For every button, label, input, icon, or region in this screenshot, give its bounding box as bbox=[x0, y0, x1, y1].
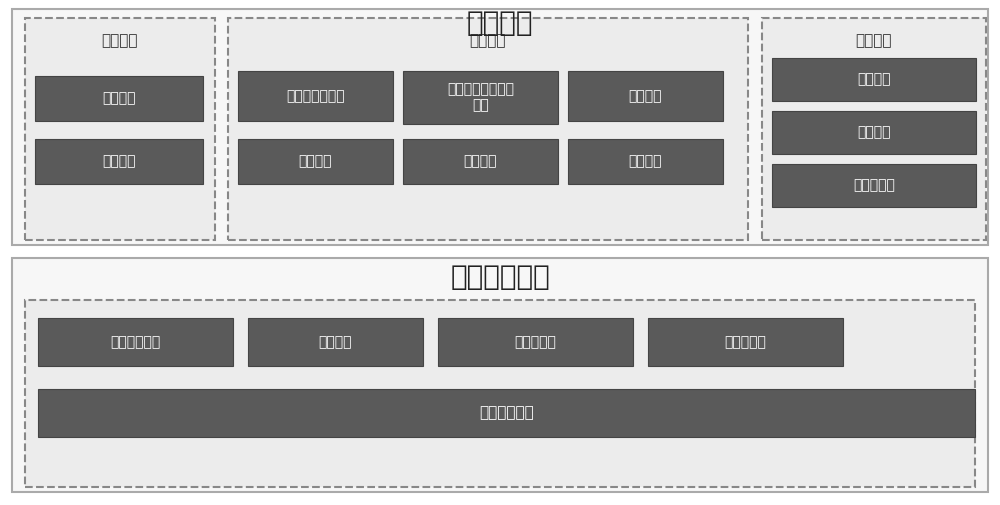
Text: 模型管理: 模型管理 bbox=[102, 91, 136, 106]
Text: 图形管理: 图形管理 bbox=[629, 155, 662, 169]
Bar bbox=[568, 71, 723, 121]
Text: 关系型数据库: 关系型数据库 bbox=[479, 406, 534, 420]
Text: 三相平衡四级优化
计算: 三相平衡四级优化 计算 bbox=[447, 82, 514, 112]
Bar bbox=[403, 139, 558, 184]
Bar bbox=[35, 76, 203, 121]
Text: 优化计算: 优化计算 bbox=[470, 33, 506, 48]
Bar bbox=[228, 18, 748, 240]
Bar bbox=[648, 318, 843, 366]
Text: 报表组件: 报表组件 bbox=[319, 335, 352, 349]
Bar bbox=[772, 111, 976, 154]
Bar bbox=[403, 71, 558, 124]
Text: 数据管理: 数据管理 bbox=[102, 33, 138, 48]
Text: 三相不平衡计算: 三相不平衡计算 bbox=[286, 89, 345, 103]
Bar bbox=[12, 9, 988, 245]
Text: 数据管理: 数据管理 bbox=[102, 155, 136, 169]
Text: 结构化数据: 结构化数据 bbox=[725, 335, 766, 349]
Bar bbox=[248, 318, 423, 366]
Bar bbox=[38, 389, 975, 437]
Bar bbox=[238, 139, 393, 184]
Text: 业务应用: 业务应用 bbox=[467, 9, 533, 37]
Bar bbox=[238, 71, 393, 121]
Bar bbox=[38, 318, 233, 366]
Text: 指令下发: 指令下发 bbox=[299, 155, 332, 169]
Text: 策略输出: 策略输出 bbox=[629, 89, 662, 103]
Bar bbox=[35, 139, 203, 184]
Text: 配置项管理: 配置项管理 bbox=[853, 179, 895, 192]
Text: 用户管理: 用户管理 bbox=[857, 73, 891, 86]
Bar bbox=[772, 164, 976, 207]
Text: 技术支撑平台: 技术支撑平台 bbox=[450, 263, 550, 291]
Bar bbox=[25, 300, 975, 487]
Bar bbox=[438, 318, 633, 366]
Bar bbox=[772, 58, 976, 101]
Bar bbox=[25, 18, 215, 240]
Text: 数据存储计算: 数据存储计算 bbox=[110, 335, 161, 349]
Bar bbox=[12, 258, 988, 492]
Text: 综合分析: 综合分析 bbox=[464, 155, 497, 169]
Text: 角色管理: 角色管理 bbox=[857, 126, 891, 139]
Bar bbox=[762, 18, 986, 240]
Text: 图形化平台: 图形化平台 bbox=[515, 335, 556, 349]
Bar bbox=[568, 139, 723, 184]
Text: 系统管理: 系统管理 bbox=[856, 33, 892, 48]
